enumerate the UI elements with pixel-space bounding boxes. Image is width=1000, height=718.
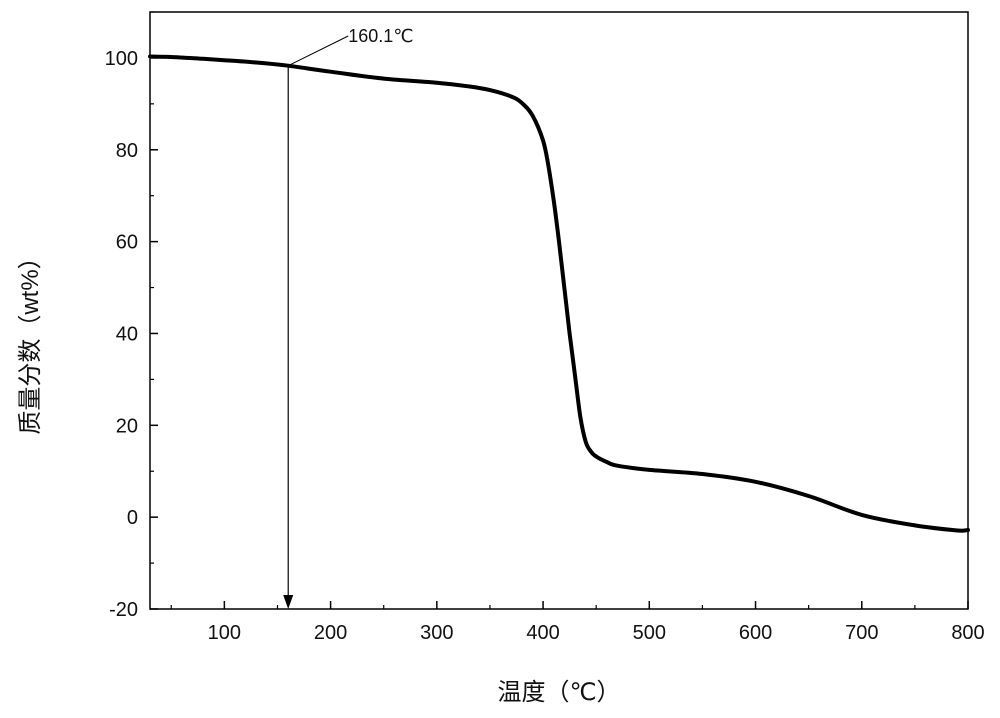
y-tick-label: 80 xyxy=(116,140,138,162)
y-tick-label: 0 xyxy=(127,507,138,529)
x-tick-label: 200 xyxy=(314,622,347,644)
y-tick-label: 40 xyxy=(116,323,138,345)
x-tick-label: 500 xyxy=(633,622,666,644)
x-axis-ticks: 100 200 300 400 500 600 700 800 xyxy=(170,601,985,644)
annotation-arrow-head xyxy=(283,595,294,609)
tga-curve xyxy=(148,54,970,533)
x-tick-label: 300 xyxy=(420,622,453,644)
annotation-layer: 160.1℃ xyxy=(283,26,413,609)
y-tick-label: 60 xyxy=(116,232,138,254)
plot-frame xyxy=(149,11,969,610)
x-tick-label: 400 xyxy=(526,622,559,644)
x-tick-label: 800 xyxy=(951,622,984,644)
annotation-leader-line xyxy=(287,35,349,67)
y-tick-label: 20 xyxy=(116,415,138,437)
y-axis-title: 质量分数（wt%） xyxy=(17,245,44,434)
x-tick-label: 600 xyxy=(739,622,772,644)
x-tick-label: 700 xyxy=(845,622,878,644)
y-tick-label: 100 xyxy=(105,48,138,70)
y-tick-label: -20 xyxy=(109,599,138,621)
series-layer xyxy=(148,54,970,533)
x-axis-title: 温度（℃） xyxy=(498,679,621,706)
annotation-label: 160.1℃ xyxy=(348,26,413,46)
x-tick-label: 100 xyxy=(208,622,241,644)
y-axis-ticks: -20 0 20 40 60 80 100 xyxy=(105,11,158,621)
